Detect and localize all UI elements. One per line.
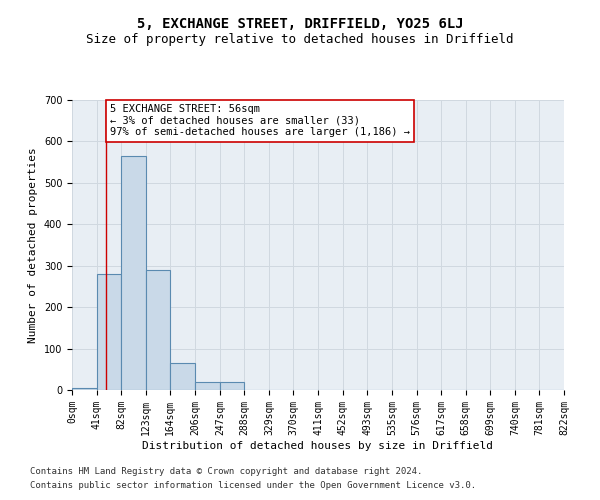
Bar [72, 388, 97, 390]
Text: Contains HM Land Registry data © Crown copyright and database right 2024.: Contains HM Land Registry data © Crown c… [30, 467, 422, 476]
Text: Contains public sector information licensed under the Open Government Licence v3: Contains public sector information licen… [30, 481, 476, 490]
Y-axis label: Number of detached properties: Number of detached properties [28, 147, 38, 343]
Bar [121, 156, 146, 390]
Text: Size of property relative to detached houses in Driffield: Size of property relative to detached ho… [86, 32, 514, 46]
Text: 5, EXCHANGE STREET, DRIFFIELD, YO25 6LJ: 5, EXCHANGE STREET, DRIFFIELD, YO25 6LJ [137, 18, 463, 32]
Bar [170, 363, 195, 390]
Bar [220, 382, 244, 390]
Bar [195, 382, 220, 390]
X-axis label: Distribution of detached houses by size in Driffield: Distribution of detached houses by size … [143, 440, 493, 450]
Bar [146, 270, 170, 390]
Text: 5 EXCHANGE STREET: 56sqm
← 3% of detached houses are smaller (33)
97% of semi-de: 5 EXCHANGE STREET: 56sqm ← 3% of detache… [110, 104, 410, 138]
Bar [97, 274, 121, 390]
